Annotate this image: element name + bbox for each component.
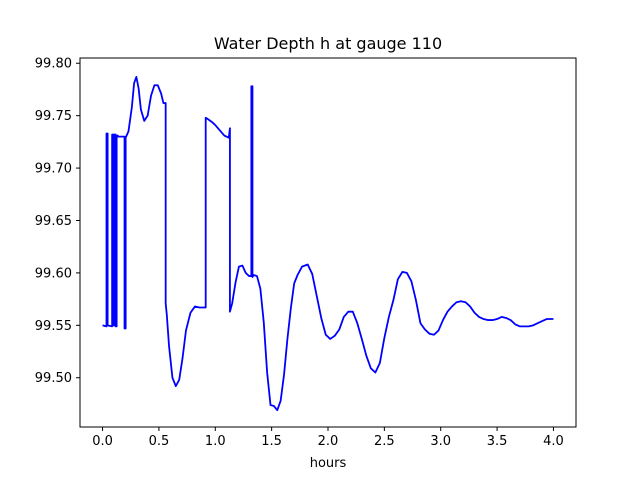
x-tick-label: 3.5 (487, 434, 508, 449)
x-tick-label: 3.0 (430, 434, 451, 449)
series-line-1 (102, 75, 554, 412)
y-axis-ticks: 99.50 99.55 99.60 99.65 99.70 99.75 99.80 (35, 57, 80, 386)
plot-area (102, 75, 554, 412)
x-axis-ticks: 0.0 0.5 1.0 1.5 2.0 2.5 3.0 3.5 4.0 (92, 427, 564, 449)
y-tick-label: 99.80 (35, 57, 72, 72)
x-axis-label: hours (310, 456, 347, 471)
x-tick-label: 0.5 (149, 434, 170, 449)
x-tick-label: 1.5 (261, 434, 282, 449)
y-tick-label: 99.65 (35, 214, 72, 229)
x-tick-label: 0.0 (92, 434, 113, 449)
y-tick-label: 99.60 (35, 266, 72, 281)
x-tick-label: 2.0 (318, 434, 339, 449)
y-tick-label: 99.55 (35, 319, 72, 334)
y-tick-label: 99.75 (35, 109, 72, 124)
chart-title: Water Depth h at gauge 110 (214, 34, 442, 53)
y-tick-label: 99.70 (35, 162, 72, 177)
x-tick-label: 4.0 (543, 434, 564, 449)
x-tick-label: 2.5 (374, 434, 395, 449)
y-tick-label: 99.50 (35, 371, 72, 386)
x-tick-label: 1.0 (205, 434, 226, 449)
